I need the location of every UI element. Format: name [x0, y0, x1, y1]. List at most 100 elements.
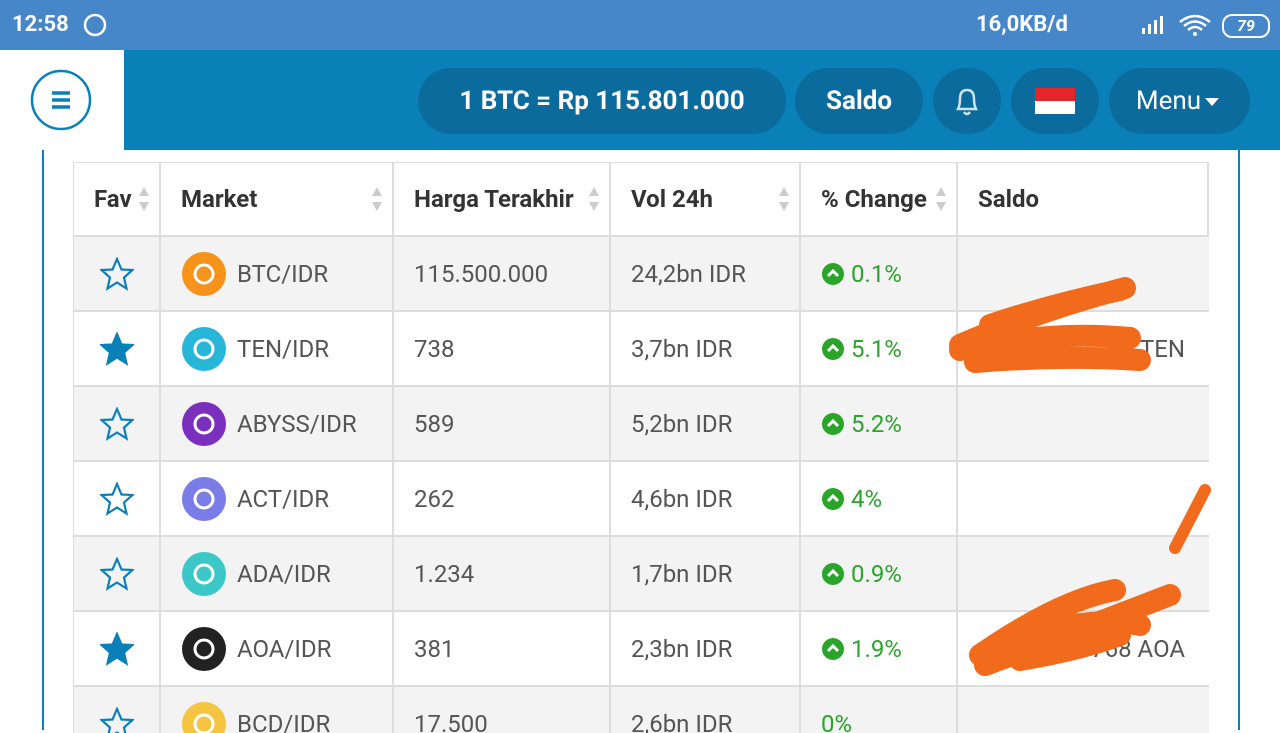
star-outline[interactable]	[100, 482, 134, 516]
volume-cell: 2,3bn IDR	[611, 612, 801, 685]
price: 589	[414, 410, 454, 438]
saldo-cell	[958, 387, 1209, 460]
change-cell: 0.9%	[801, 537, 958, 610]
price-cell: 381	[394, 612, 611, 685]
fav-cell	[74, 537, 161, 610]
volume: 5,2bn IDR	[631, 410, 732, 438]
up-icon	[821, 487, 845, 511]
market: ACT/IDR	[237, 485, 329, 513]
up-icon	[821, 637, 845, 661]
market-cell: BTC/IDR	[161, 237, 394, 310]
notification-button[interactable]	[933, 68, 1001, 134]
price-cell: 115.500.000	[394, 237, 611, 310]
saldo-button[interactable]: Saldo	[795, 68, 923, 134]
up-icon	[821, 562, 845, 586]
fav-cell	[74, 312, 161, 385]
change-cell: 5.2%	[801, 387, 958, 460]
volume: 24,2bn IDR	[631, 260, 746, 288]
market-row[interactable]: ADA/IDR 1.234 1,7bn IDR 0.9%	[74, 537, 1209, 612]
price-cell: 1.234	[394, 537, 611, 610]
whatsapp-icon	[82, 12, 108, 38]
menu-button[interactable]: Menu	[1109, 68, 1250, 134]
menu-label: Menu	[1136, 86, 1201, 116]
price: 381	[414, 635, 454, 663]
price-cell: 17.500	[394, 687, 611, 733]
up-icon	[821, 412, 845, 436]
change: 0%	[821, 710, 852, 733]
market-row[interactable]: ABYSS/IDR 589 5,2bn IDR 5.2%	[74, 387, 1209, 462]
sort-icon	[587, 184, 601, 214]
volume: 3,7bn IDR	[631, 335, 732, 363]
market: AOA/IDR	[237, 635, 331, 663]
change: 1.9%	[851, 635, 902, 663]
fav-cell	[74, 237, 161, 310]
volume-cell: 24,2bn IDR	[611, 237, 801, 310]
fav-cell	[74, 387, 161, 460]
change: 0.9%	[851, 560, 902, 588]
price-cell: 589	[394, 387, 611, 460]
star-filled[interactable]	[100, 632, 134, 666]
market-cell: TEN/IDR	[161, 312, 394, 385]
star-outline[interactable]	[100, 257, 134, 291]
saldo-cell	[958, 462, 1209, 535]
market-cell: AOA/IDR	[161, 612, 394, 685]
volume-cell: 3,7bn IDR	[611, 312, 801, 385]
price: 115.500.000	[414, 260, 548, 288]
change-cell: 5.1%	[801, 312, 958, 385]
saldo-cell: 0768 AOA	[958, 612, 1209, 685]
column-header[interactable]: % Change	[801, 163, 958, 235]
market-row[interactable]: BCD/IDR 17.500 2,6bn IDR 0%	[74, 687, 1209, 733]
saldo: TEN	[1140, 335, 1185, 363]
column-header[interactable]: Harga Terakhir	[394, 163, 611, 235]
status-bar: 12:58 16,0KB/d 79	[0, 0, 1280, 50]
market-cell: ADA/IDR	[161, 537, 394, 610]
column-header[interactable]: Saldo	[958, 163, 1209, 235]
coin-icon	[181, 401, 227, 447]
volume: 1,7bn IDR	[631, 560, 732, 588]
saldo-cell	[958, 687, 1209, 733]
language-button[interactable]	[1011, 68, 1099, 134]
coin-icon	[181, 551, 227, 597]
market-row[interactable]: BTC/IDR 115.500.000 24,2bn IDR 0.1%	[74, 237, 1209, 312]
btc-rate[interactable]: 1 BTC = Rp 115.801.000	[418, 68, 786, 134]
change: 4%	[851, 485, 882, 513]
change: 5.2%	[851, 410, 902, 438]
change-cell: 0%	[801, 687, 958, 733]
market: TEN/IDR	[237, 335, 329, 363]
market-cell: ACT/IDR	[161, 462, 394, 535]
market-cell: ABYSS/IDR	[161, 387, 394, 460]
price: 738	[414, 335, 454, 363]
up-icon	[821, 337, 845, 361]
change-cell: 0.1%	[801, 237, 958, 310]
market-row[interactable]: AOA/IDR 381 2,3bn IDR 1.9% 0768 AOA	[74, 612, 1209, 687]
column-header[interactable]: Fav	[74, 163, 161, 235]
change-cell: 4%	[801, 462, 958, 535]
coin-icon	[181, 701, 227, 733]
market: BCD/IDR	[237, 710, 330, 733]
market-row[interactable]: TEN/IDR 738 3,7bn IDR 5.1% TEN	[74, 312, 1209, 387]
volume: 2,6bn IDR	[631, 710, 732, 733]
sort-icon	[777, 184, 791, 214]
fav-cell	[74, 462, 161, 535]
saldo-cell	[958, 537, 1209, 610]
saldo: 0768 AOA	[1078, 635, 1185, 663]
price: 1.234	[414, 560, 474, 588]
price-cell: 738	[394, 312, 611, 385]
battery: 79	[1222, 14, 1270, 38]
time: 12:58	[12, 12, 69, 37]
volume-cell: 5,2bn IDR	[611, 387, 801, 460]
star-outline[interactable]	[100, 557, 134, 591]
column-header[interactable]: Vol 24h	[611, 163, 801, 235]
hamburger-button[interactable]	[0, 50, 124, 150]
market-cell: BCD/IDR	[161, 687, 394, 733]
column-header[interactable]: Market	[161, 163, 394, 235]
sort-icon	[934, 184, 948, 214]
star-outline[interactable]	[100, 407, 134, 441]
market: ABYSS/IDR	[237, 410, 357, 438]
volume-cell: 4,6bn IDR	[611, 462, 801, 535]
star-filled[interactable]	[100, 332, 134, 366]
change: 0.1%	[851, 260, 902, 288]
